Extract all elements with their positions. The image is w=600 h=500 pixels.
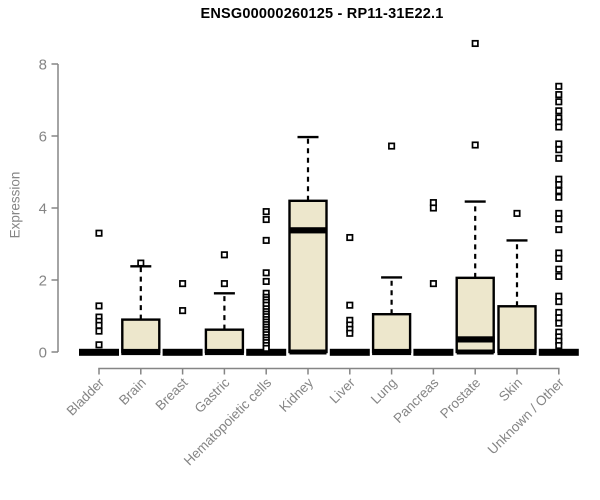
box-unknown-other bbox=[538, 82, 579, 356]
box-rect bbox=[371, 313, 412, 354]
collapsed-box bbox=[79, 348, 119, 356]
collapsed-box bbox=[162, 348, 203, 356]
outlier-point bbox=[179, 307, 187, 315]
outlier-point bbox=[555, 140, 563, 148]
box-liver bbox=[329, 233, 370, 356]
outlier-point bbox=[95, 229, 103, 237]
box-bladder bbox=[79, 229, 119, 356]
median-line bbox=[121, 348, 161, 356]
box-prostate bbox=[455, 39, 495, 355]
outlier-point bbox=[555, 91, 563, 99]
y-tick-label: 2 bbox=[39, 273, 47, 290]
outlier-point bbox=[95, 341, 103, 349]
outlier-point bbox=[555, 98, 563, 106]
median-line bbox=[372, 348, 412, 356]
min-staple bbox=[456, 349, 494, 355]
x-category-label: Breast bbox=[153, 375, 191, 413]
collapsed-box bbox=[538, 348, 579, 356]
y-tick-label: 6 bbox=[39, 129, 47, 146]
outlier-point bbox=[346, 233, 354, 242]
outlier-point bbox=[262, 269, 270, 277]
min-staple bbox=[289, 349, 327, 355]
collapsed-box bbox=[246, 348, 287, 356]
outlier-point bbox=[95, 302, 103, 310]
outlier-point bbox=[555, 226, 563, 234]
x-category-label: Unknown / Other bbox=[485, 375, 568, 458]
outlier-point bbox=[555, 319, 563, 327]
box-skin bbox=[497, 209, 537, 356]
outlier-point bbox=[555, 187, 563, 195]
median-line bbox=[455, 336, 495, 343]
box-rect bbox=[497, 305, 537, 354]
box-kidney bbox=[288, 135, 328, 355]
y-tick-label: 0 bbox=[39, 345, 47, 362]
outlier-point bbox=[513, 209, 521, 217]
outlier-point bbox=[262, 208, 270, 216]
y-tick-label: 8 bbox=[39, 57, 47, 74]
outlier-point bbox=[555, 272, 563, 280]
outlier-point bbox=[555, 193, 563, 201]
outlier-point bbox=[555, 215, 563, 223]
x-category-label: Brain bbox=[116, 375, 149, 408]
outlier-point bbox=[388, 142, 396, 150]
collapsed-box bbox=[413, 348, 454, 356]
median-line bbox=[497, 348, 537, 356]
x-category-label: Lung bbox=[368, 375, 400, 407]
x-category-label: Liver bbox=[327, 375, 359, 407]
outlier-point bbox=[555, 181, 563, 189]
box-lung bbox=[371, 142, 412, 356]
y-tick-label: 4 bbox=[39, 201, 47, 218]
chart-title: ENSG00000260125 - RP11-31E22.1 bbox=[200, 6, 444, 22]
outlier-point bbox=[555, 146, 563, 154]
outlier-point bbox=[555, 254, 563, 262]
outlier-point bbox=[262, 215, 270, 224]
outlier-point bbox=[95, 327, 103, 335]
outlier-point bbox=[555, 298, 563, 306]
outlier-point bbox=[262, 344, 270, 352]
outlier-point bbox=[346, 329, 354, 337]
outlier-point bbox=[555, 123, 563, 131]
x-category-label: Gastric bbox=[192, 375, 233, 416]
outlier-point bbox=[346, 301, 354, 309]
outlier-point bbox=[137, 259, 145, 267]
outlier-point bbox=[429, 204, 437, 212]
box-rect bbox=[121, 318, 161, 354]
outlier-point bbox=[262, 236, 270, 244]
box-brain bbox=[121, 259, 161, 356]
x-category-label: Skin bbox=[496, 375, 525, 404]
outlier-point bbox=[555, 154, 563, 162]
median-line bbox=[288, 227, 328, 234]
outlier-point bbox=[471, 39, 479, 48]
box-hematopoietic-cells bbox=[246, 208, 287, 356]
outlier-point bbox=[555, 341, 563, 350]
outlier-point bbox=[555, 82, 563, 90]
outlier-point bbox=[555, 265, 563, 273]
outlier-point bbox=[95, 321, 103, 329]
outlier-point bbox=[220, 280, 228, 288]
box-rect bbox=[288, 199, 328, 354]
outlier-point bbox=[471, 141, 479, 149]
box-breast bbox=[162, 280, 203, 356]
x-category-label: Prostate bbox=[437, 375, 483, 421]
median-line bbox=[204, 348, 244, 356]
outlier-point bbox=[220, 251, 228, 259]
box-pancreas bbox=[413, 199, 454, 356]
x-category-label: Pancreas bbox=[391, 375, 442, 426]
outlier-point bbox=[179, 280, 187, 288]
outlier-point bbox=[262, 277, 270, 285]
x-category-label: Bladder bbox=[64, 375, 108, 419]
box-gastric bbox=[204, 251, 245, 356]
outlier-point bbox=[555, 107, 563, 115]
box-rect bbox=[204, 328, 245, 354]
collapsed-box bbox=[329, 348, 370, 356]
outlier-point bbox=[429, 280, 437, 288]
x-category-label: Kidney bbox=[276, 375, 316, 415]
